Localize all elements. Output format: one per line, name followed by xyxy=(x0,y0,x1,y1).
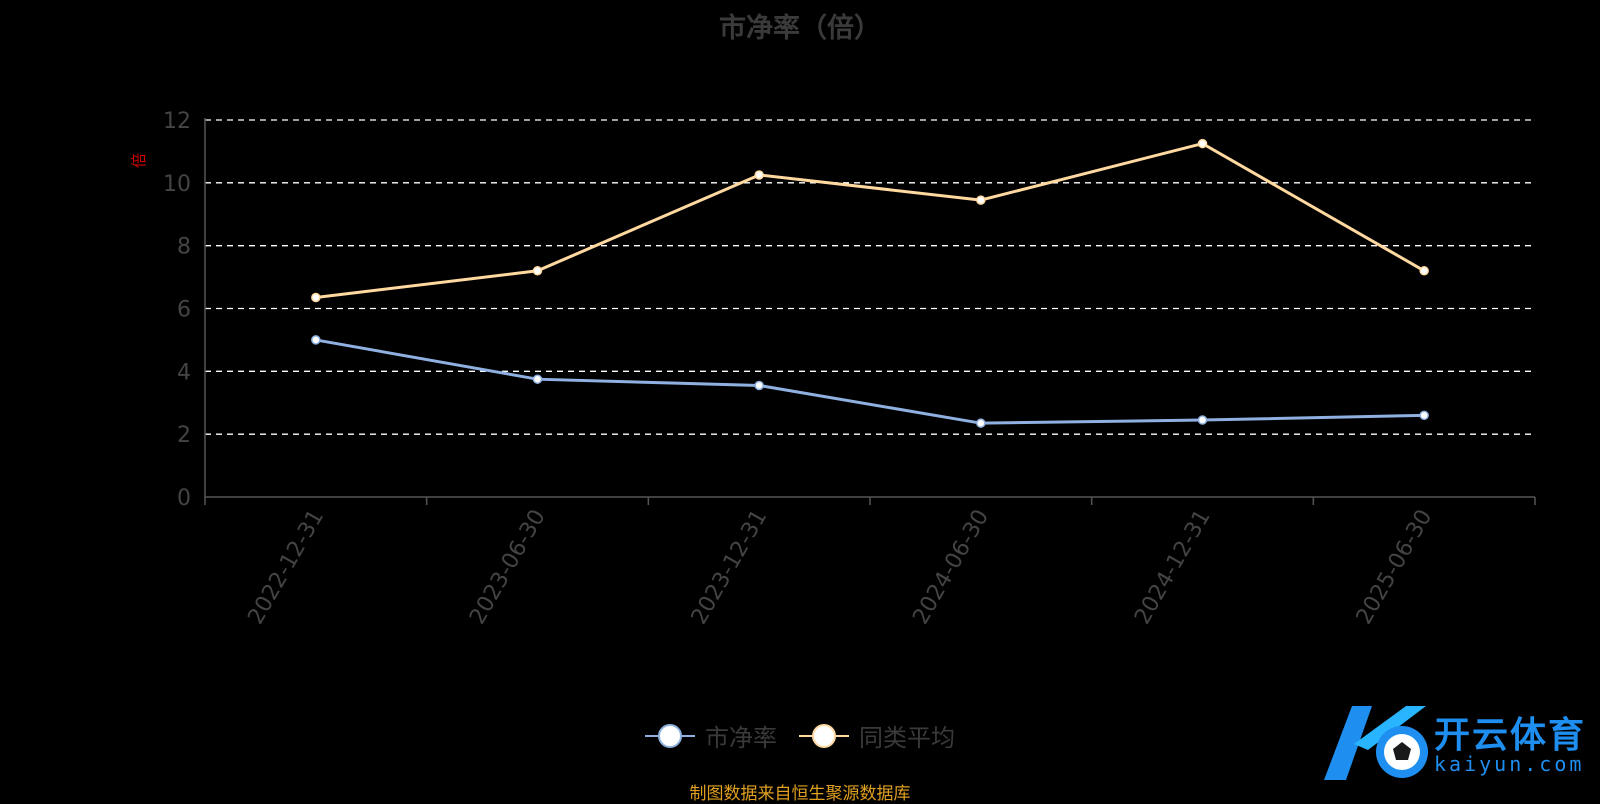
legend-marker-series-2 xyxy=(799,723,849,748)
y-tick-label-4: 8 xyxy=(177,235,191,260)
x-tick-label-1: 2023-06-30 xyxy=(465,506,551,629)
series-1-point-1 xyxy=(532,374,543,384)
legend-item-series-2[interactable]: 同类平均 xyxy=(799,718,955,753)
watermark-title: 开云体育 xyxy=(1434,715,1587,756)
kaiyun-logo xyxy=(1324,706,1428,780)
x-tick-label-0: 2022-12-31 xyxy=(243,506,329,629)
series-2-line xyxy=(315,141,1425,299)
x-tick-label-3: 2024-06-30 xyxy=(908,505,994,628)
series-2-point-4 xyxy=(1197,138,1208,149)
series-2-point-3 xyxy=(976,195,986,205)
y-tick-label-6: 12 xyxy=(163,109,191,134)
legend: 市净率 同类平均 xyxy=(0,718,1600,753)
series-2-point-5 xyxy=(1419,266,1429,276)
source-note: 制图数据来自恒生聚源数据库 xyxy=(689,784,911,804)
series-2-point-1 xyxy=(532,266,543,276)
y-tick-label-2: 4 xyxy=(177,360,191,385)
x-tick-label-2: 2023-12-31 xyxy=(687,506,773,629)
series-1-point-3 xyxy=(976,418,986,428)
y-tick-label-5: 10 xyxy=(163,172,191,197)
legend-item-series-1[interactable]: 市净率 xyxy=(645,718,777,753)
legend-marker-series-1 xyxy=(645,723,695,748)
series-1-point-2 xyxy=(754,380,764,391)
series-2-point-2 xyxy=(754,170,764,180)
legend-label-series-1: 市净率 xyxy=(705,724,777,752)
series-1-point-4 xyxy=(1197,415,1208,425)
y-tick-label-0: 0 xyxy=(177,486,191,511)
chart-title: 市净率（倍） xyxy=(719,13,881,44)
y-tick-label-3: 6 xyxy=(177,298,191,323)
series-2-point-0 xyxy=(311,292,321,303)
x-tick-label-4: 2024-12-31 xyxy=(1130,506,1216,629)
x-tick-label-5: 2025-06-30 xyxy=(1352,506,1438,629)
legend-label-series-2: 同类平均 xyxy=(859,724,955,752)
watermark-subtitle: kaiyun.com xyxy=(1434,752,1585,776)
series-1-line xyxy=(315,338,1425,425)
series-1-point-5 xyxy=(1419,410,1429,421)
y-tick-label-1: 2 xyxy=(177,423,191,448)
series-1-point-0 xyxy=(311,335,321,345)
